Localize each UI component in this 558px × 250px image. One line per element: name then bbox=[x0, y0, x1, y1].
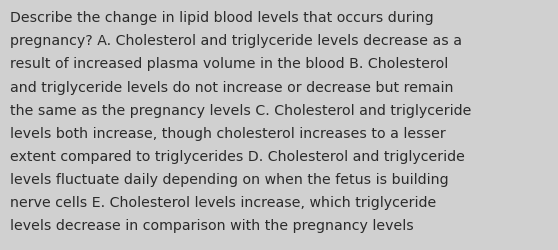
Text: extent compared to triglycerides D. Cholesterol and triglyceride: extent compared to triglycerides D. Chol… bbox=[10, 149, 465, 163]
Text: levels decrease in comparison with the pregnancy levels: levels decrease in comparison with the p… bbox=[10, 218, 414, 232]
Text: nerve cells E. Cholesterol levels increase, which triglyceride: nerve cells E. Cholesterol levels increa… bbox=[10, 195, 436, 209]
Text: the same as the pregnancy levels C. Cholesterol and triglyceride: the same as the pregnancy levels C. Chol… bbox=[10, 103, 472, 117]
Text: result of increased plasma volume in the blood B. Cholesterol: result of increased plasma volume in the… bbox=[10, 57, 448, 71]
Text: and triglyceride levels do not increase or decrease but remain: and triglyceride levels do not increase … bbox=[10, 80, 454, 94]
Text: levels fluctuate daily depending on when the fetus is building: levels fluctuate daily depending on when… bbox=[10, 172, 449, 186]
Text: pregnancy? A. Cholesterol and triglyceride levels decrease as a: pregnancy? A. Cholesterol and triglyceri… bbox=[10, 34, 462, 48]
Text: Describe the change in lipid blood levels that occurs during: Describe the change in lipid blood level… bbox=[10, 11, 434, 25]
Text: levels both increase, though cholesterol increases to a lesser: levels both increase, though cholesterol… bbox=[10, 126, 446, 140]
